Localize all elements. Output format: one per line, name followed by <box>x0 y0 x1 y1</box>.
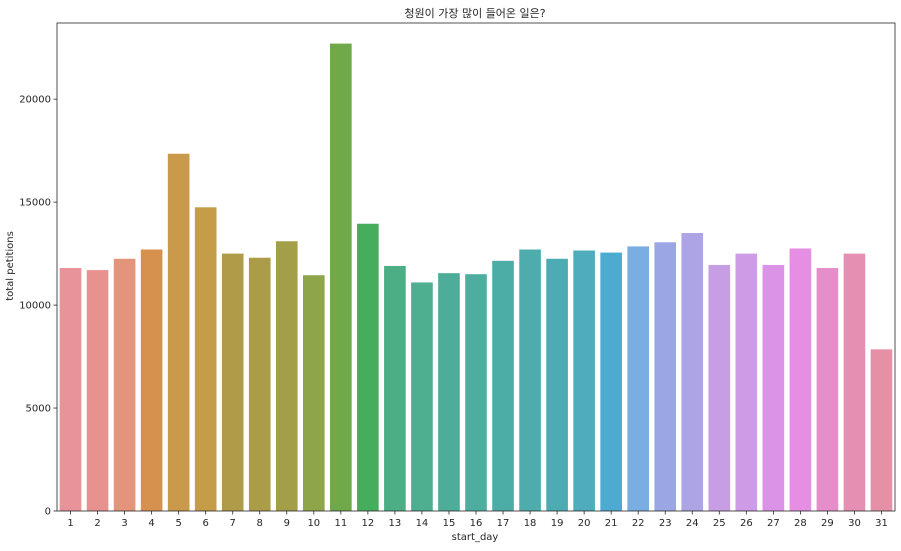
bar-day-11 <box>330 43 352 511</box>
x-tick-label: 23 <box>659 518 672 529</box>
x-tick-label: 24 <box>686 518 699 529</box>
x-tick-label: 16 <box>470 518 483 529</box>
bar-day-9 <box>275 241 298 511</box>
x-tick-label: 25 <box>713 518 726 529</box>
bar-day-20 <box>573 250 595 512</box>
x-tick-label: 19 <box>551 518 564 529</box>
y-tick-label: 15000 <box>19 198 51 209</box>
x-tick-label: 4 <box>148 518 154 529</box>
bar-day-12 <box>357 223 379 511</box>
x-tick-label: 22 <box>632 518 645 529</box>
x-tick-label: 9 <box>284 518 290 529</box>
x-tick-label: 7 <box>230 518 236 529</box>
bar-day-15 <box>438 273 460 511</box>
bar-day-19 <box>546 258 568 511</box>
x-tick-label: 27 <box>767 518 780 529</box>
y-axis-title: total petitions <box>5 231 16 301</box>
bar-day-18 <box>519 249 541 511</box>
bar-day-27 <box>762 264 785 511</box>
x-tick-label: 10 <box>307 518 320 529</box>
x-tick-label: 18 <box>524 518 537 529</box>
x-tick-label: 29 <box>821 518 834 529</box>
x-tick-label: 28 <box>794 518 807 529</box>
x-tick-label: 15 <box>443 518 456 529</box>
bar-day-29 <box>816 268 839 511</box>
chart-title: 청원이 가장 많이 들어온 일은? <box>404 6 545 20</box>
y-tick-label: 10000 <box>19 301 51 312</box>
x-tick-label: 12 <box>362 518 375 529</box>
bars-group <box>59 43 893 512</box>
bar-day-10 <box>302 275 325 511</box>
x-tick-label: 26 <box>740 518 753 529</box>
bar-day-13 <box>384 265 406 511</box>
bar-day-14 <box>411 282 433 511</box>
bar-day-7 <box>221 253 244 511</box>
bar-day-31 <box>870 349 893 511</box>
bar-day-2 <box>86 270 109 511</box>
x-tick-label: 6 <box>202 518 208 529</box>
x-tick-label: 11 <box>334 518 347 529</box>
bar-day-3 <box>113 258 136 511</box>
bar-day-6 <box>194 207 217 511</box>
bar-day-30 <box>843 253 866 511</box>
bar-day-23 <box>654 242 677 511</box>
bar-day-5 <box>167 153 190 512</box>
x-tick-label: 8 <box>257 518 263 529</box>
x-tick-label: 13 <box>389 518 402 529</box>
x-tick-label: 17 <box>497 518 510 529</box>
bar-day-17 <box>492 260 514 511</box>
plot-frame <box>56 22 896 512</box>
y-axis: 0 5000 10000 15000 20000 <box>19 95 57 518</box>
x-tick-label: 2 <box>94 518 100 529</box>
y-tick-label: 0 <box>45 507 51 518</box>
x-axis: 1 2 3 4 5 6 7 8 9 10 11 12 13 14 15 16 17 18 19 20 21 22 23 24 2… <box>67 511 888 529</box>
bar-day-1 <box>59 268 82 511</box>
y-tick-label: 20000 <box>19 95 51 106</box>
x-tick-label: 5 <box>175 518 181 529</box>
bar-day-22 <box>627 246 650 511</box>
y-tick-label: 5000 <box>26 404 51 415</box>
x-tick-label: 3 <box>121 518 127 529</box>
bar-day-16 <box>465 274 487 511</box>
bar-day-8 <box>248 257 271 511</box>
x-axis-title: start_day <box>452 532 499 543</box>
x-tick-label: 14 <box>416 518 429 529</box>
x-tick-label: 31 <box>875 518 888 529</box>
bar-day-21 <box>600 252 622 512</box>
bar-day-25 <box>708 264 731 511</box>
bar-day-24 <box>681 233 704 511</box>
x-tick-label: 1 <box>67 518 73 529</box>
bar-day-28 <box>789 248 812 511</box>
x-tick-label: 30 <box>848 518 861 529</box>
bar-day-4 <box>140 249 163 511</box>
x-tick-label: 20 <box>578 518 591 529</box>
bar-day-26 <box>735 253 758 511</box>
x-tick-label: 21 <box>605 518 618 529</box>
